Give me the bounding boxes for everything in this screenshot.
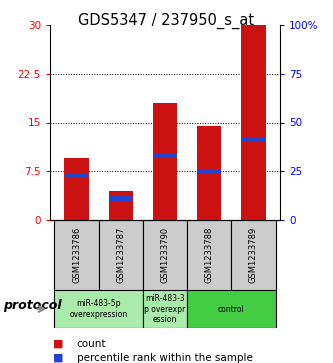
Text: protocol: protocol xyxy=(3,299,62,312)
Bar xyxy=(109,191,133,220)
Text: percentile rank within the sample: percentile rank within the sample xyxy=(77,353,252,363)
Bar xyxy=(109,196,132,201)
Text: GSM1233790: GSM1233790 xyxy=(161,227,169,283)
Bar xyxy=(64,158,89,220)
Text: GSM1233789: GSM1233789 xyxy=(249,227,258,283)
Text: ■: ■ xyxy=(53,339,64,349)
Bar xyxy=(187,290,276,328)
Bar xyxy=(153,103,177,220)
Text: GSM1233787: GSM1233787 xyxy=(116,227,125,283)
Text: miR-483-3
p overexpr
ession: miR-483-3 p overexpr ession xyxy=(145,294,185,324)
Text: GDS5347 / 237950_s_at: GDS5347 / 237950_s_at xyxy=(79,13,254,29)
Bar xyxy=(99,220,143,290)
Bar xyxy=(241,25,266,220)
Bar xyxy=(231,220,276,290)
Bar xyxy=(143,290,187,328)
Bar xyxy=(143,220,187,290)
Bar xyxy=(54,290,143,328)
Text: control: control xyxy=(218,305,245,314)
Bar xyxy=(242,138,265,142)
Text: GSM1233786: GSM1233786 xyxy=(72,227,81,283)
Text: count: count xyxy=(77,339,106,349)
Text: ■: ■ xyxy=(53,353,64,363)
Bar xyxy=(197,126,221,220)
Text: miR-483-5p
overexpression: miR-483-5p overexpression xyxy=(70,299,128,319)
Bar xyxy=(154,154,176,158)
Bar xyxy=(187,220,231,290)
Bar xyxy=(54,220,99,290)
Bar xyxy=(65,173,88,178)
Bar xyxy=(198,169,221,174)
Text: GSM1233788: GSM1233788 xyxy=(205,227,214,283)
